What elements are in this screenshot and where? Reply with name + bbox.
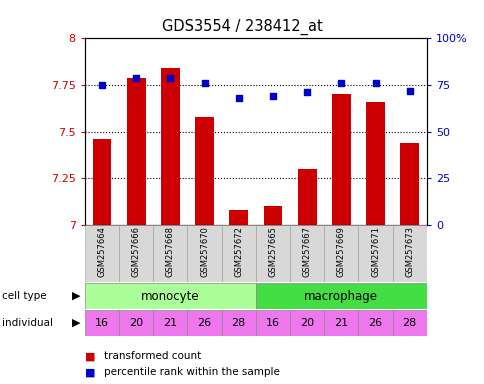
Bar bbox=[289, 310, 323, 336]
Point bbox=[234, 95, 242, 101]
Bar bbox=[229, 210, 248, 225]
Bar bbox=[289, 225, 323, 282]
Bar bbox=[161, 68, 180, 225]
Point bbox=[166, 74, 174, 81]
Text: 28: 28 bbox=[231, 318, 245, 328]
Bar bbox=[85, 310, 119, 336]
Text: ▶: ▶ bbox=[71, 291, 80, 301]
Text: ■: ■ bbox=[85, 367, 95, 377]
Text: GSM257669: GSM257669 bbox=[336, 227, 345, 277]
Point bbox=[200, 80, 208, 86]
Bar bbox=[365, 102, 384, 225]
Text: GSM257671: GSM257671 bbox=[370, 227, 379, 277]
Text: ■: ■ bbox=[85, 351, 95, 361]
Text: GSM257672: GSM257672 bbox=[234, 227, 243, 277]
Text: 20: 20 bbox=[300, 318, 314, 328]
Text: 26: 26 bbox=[368, 318, 382, 328]
Point bbox=[269, 93, 276, 99]
Text: 28: 28 bbox=[402, 318, 416, 328]
Text: GDS3554 / 238412_at: GDS3554 / 238412_at bbox=[162, 18, 322, 35]
Point bbox=[337, 80, 345, 86]
Text: GSM257664: GSM257664 bbox=[97, 227, 106, 277]
Text: 16: 16 bbox=[95, 318, 109, 328]
Text: 16: 16 bbox=[265, 318, 279, 328]
Bar bbox=[392, 225, 426, 282]
Text: 21: 21 bbox=[163, 318, 177, 328]
Text: cell type: cell type bbox=[2, 291, 47, 301]
Bar bbox=[256, 283, 426, 309]
Bar bbox=[256, 310, 289, 336]
Text: GSM257670: GSM257670 bbox=[199, 227, 209, 277]
Bar bbox=[92, 139, 111, 225]
Text: percentile rank within the sample: percentile rank within the sample bbox=[104, 367, 280, 377]
Bar bbox=[221, 310, 256, 336]
Text: 21: 21 bbox=[333, 318, 348, 328]
Text: transformed count: transformed count bbox=[104, 351, 201, 361]
Bar bbox=[324, 310, 358, 336]
Point bbox=[302, 89, 310, 96]
Point bbox=[371, 80, 378, 86]
Text: ▶: ▶ bbox=[71, 318, 80, 328]
Point bbox=[405, 88, 413, 94]
Bar bbox=[263, 206, 282, 225]
Bar bbox=[85, 225, 119, 282]
Point bbox=[98, 82, 106, 88]
Text: 26: 26 bbox=[197, 318, 211, 328]
Bar bbox=[358, 310, 392, 336]
Text: individual: individual bbox=[2, 318, 53, 328]
Bar bbox=[153, 225, 187, 282]
Text: macrophage: macrophage bbox=[303, 290, 378, 303]
Text: GSM257665: GSM257665 bbox=[268, 227, 277, 277]
Text: GSM257668: GSM257668 bbox=[166, 227, 175, 277]
Text: monocyte: monocyte bbox=[141, 290, 199, 303]
Bar bbox=[187, 310, 221, 336]
Text: GSM257673: GSM257673 bbox=[404, 227, 413, 277]
Bar bbox=[126, 78, 145, 225]
Bar bbox=[399, 143, 418, 225]
Bar bbox=[187, 225, 221, 282]
Bar bbox=[331, 94, 350, 225]
Text: GSM257667: GSM257667 bbox=[302, 227, 311, 277]
Bar bbox=[119, 310, 153, 336]
Bar bbox=[119, 225, 153, 282]
Text: GSM257666: GSM257666 bbox=[131, 227, 140, 277]
Bar bbox=[358, 225, 392, 282]
Point bbox=[132, 74, 140, 81]
Bar bbox=[153, 310, 187, 336]
Bar bbox=[195, 117, 213, 225]
Text: 20: 20 bbox=[129, 318, 143, 328]
Bar bbox=[221, 225, 256, 282]
Bar bbox=[256, 225, 289, 282]
Bar bbox=[392, 310, 426, 336]
Bar bbox=[85, 283, 256, 309]
Bar bbox=[324, 225, 358, 282]
Bar bbox=[297, 169, 316, 225]
